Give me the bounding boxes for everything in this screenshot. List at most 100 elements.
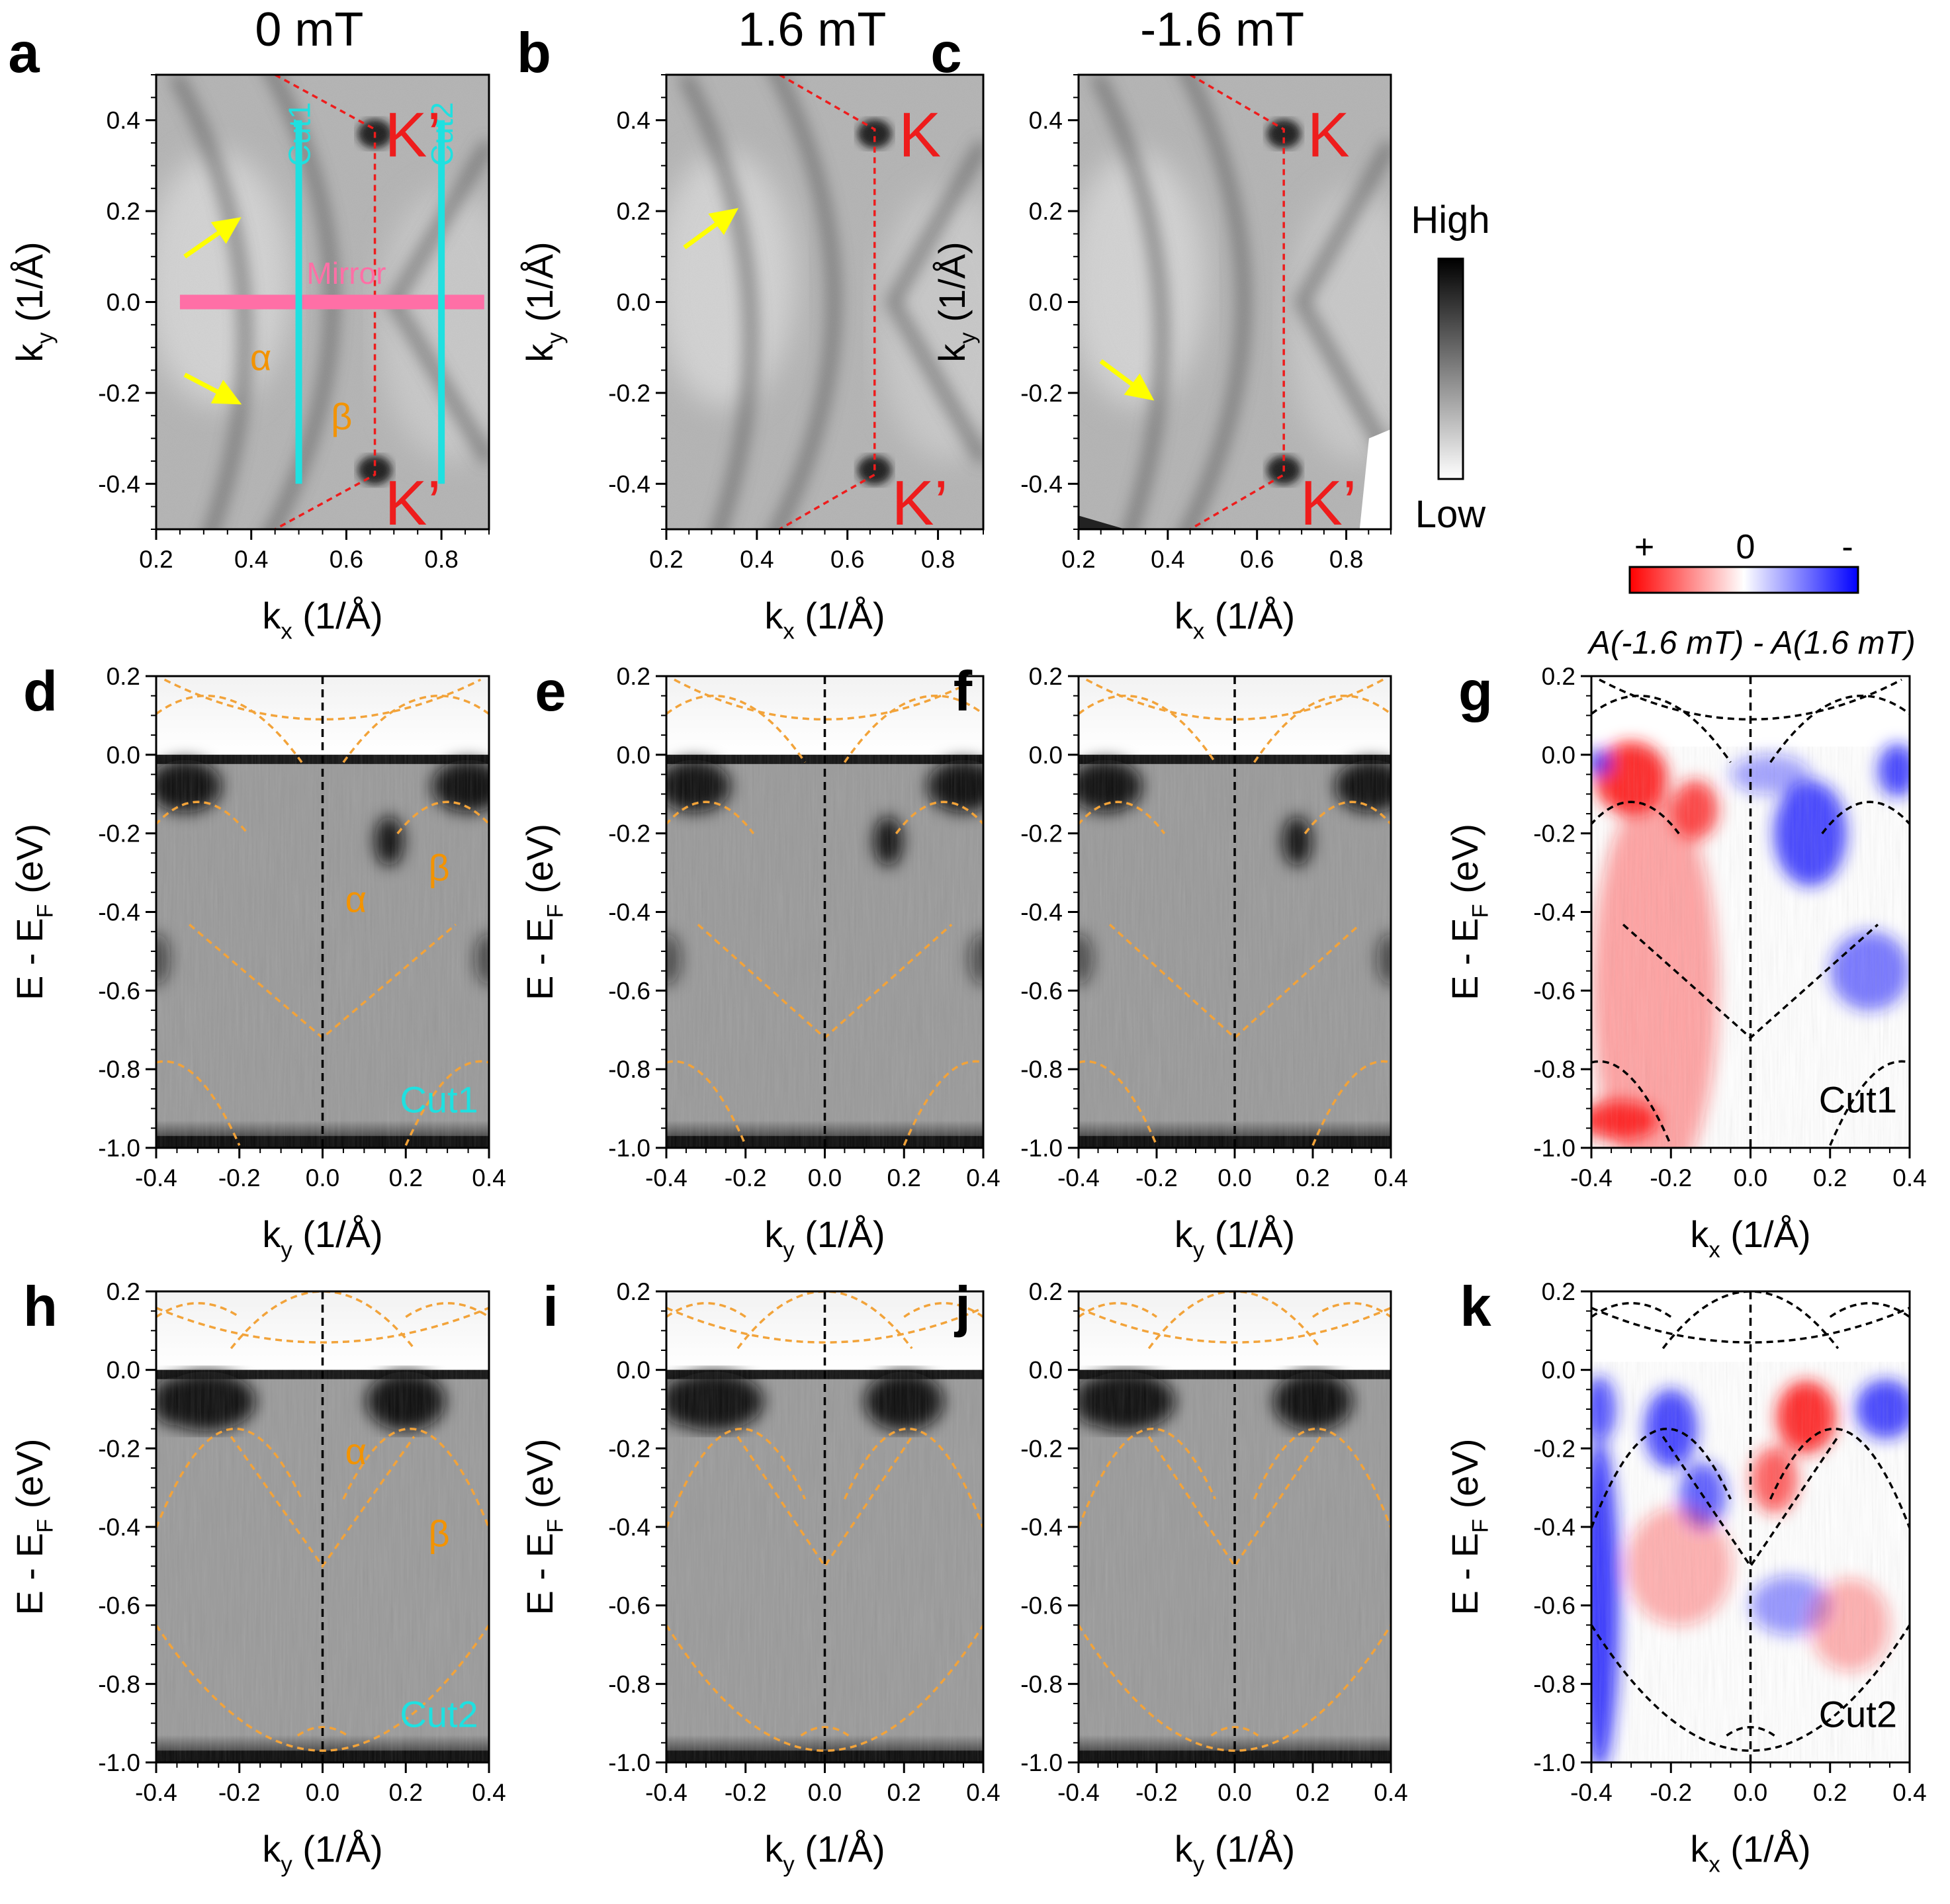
x-axis-label: kx (1/Å)	[1174, 595, 1295, 644]
x-axis-label: ky (1/Å)	[262, 1213, 382, 1263]
y-tick-label: -0.4	[98, 1514, 140, 1541]
band-guide	[1079, 1307, 1391, 1344]
colorbar-gradient	[1437, 257, 1464, 480]
missing-data-region	[1359, 429, 1391, 529]
colorbar-zero-label: 0	[1736, 528, 1755, 566]
panel-letter: e	[535, 660, 566, 723]
k-point-label: K	[899, 100, 941, 171]
band-guide	[843, 1427, 983, 1529]
x-tick-label: 0.6	[330, 546, 363, 573]
y-tick-label: 0.2	[1029, 1278, 1063, 1305]
x-axis-label: kx (1/Å)	[1690, 1213, 1810, 1263]
yellow-arrow-icon	[1099, 359, 1155, 401]
band-guide	[405, 1302, 489, 1319]
y-tick-label: -0.2	[608, 820, 650, 847]
x-tick-label: -0.4	[135, 1779, 177, 1806]
band-guide	[156, 1624, 489, 1752]
panel-letter: h	[23, 1276, 58, 1338]
x-axis: -0.4 -0.2 0.0 0.2 0.4	[1570, 1762, 1927, 1806]
band-guide	[156, 1060, 241, 1147]
y-tick-label: 0.0	[107, 289, 140, 316]
y-tick-label: -0.2	[1533, 1435, 1575, 1462]
band-guide	[1821, 801, 1910, 835]
y-tick-label: 0.0	[617, 742, 650, 769]
panel-letter: k	[1460, 1276, 1491, 1338]
y-tick-label: 0.4	[107, 107, 140, 134]
band-guide	[895, 801, 983, 835]
y-tick-label: 0.2	[107, 198, 140, 225]
y-tick-label: -0.6	[1020, 977, 1063, 1004]
x-tick-label: -0.2	[1135, 1779, 1178, 1806]
above-fermi-level	[156, 676, 489, 755]
y-tick-label: -0.4	[98, 899, 140, 926]
cut-image	[156, 1291, 489, 1762]
cut-image	[666, 676, 983, 1148]
y-tick-label: -0.6	[98, 1592, 140, 1620]
y-axis-label: E - EF (eV)	[9, 824, 58, 1000]
band-guide	[1079, 694, 1216, 763]
band-guide	[1304, 801, 1391, 835]
panel-letter: d	[23, 660, 58, 723]
band-guide-curves	[666, 1291, 983, 1752]
y-tick-label: -0.6	[1533, 1592, 1575, 1620]
panel-letter: b	[517, 22, 551, 85]
x-axis-label: kx (1/Å)	[764, 595, 885, 644]
x-axis: 0.2 0.4 0.6 0.8	[139, 529, 490, 573]
panel-letter: f	[953, 660, 973, 723]
y-axis: 0.2 0.0 -0.2 -0.4 -0.6 -0.8 -1.0	[98, 663, 156, 1162]
brillouin-zone-boundary	[1189, 73, 1285, 531]
x-tick-label: 0.0	[808, 1164, 842, 1191]
y-tick-label: -0.4	[1020, 1514, 1063, 1541]
cut-image	[1079, 676, 1391, 1148]
y-tick-label: -1.0	[1533, 1749, 1575, 1776]
y-tick-label: 0.2	[107, 1278, 140, 1305]
x-tick-label: 0.2	[139, 546, 173, 573]
yellow-arrow-icon	[183, 217, 242, 259]
x-tick-label: 0.4	[1374, 1164, 1407, 1191]
panel-k: Cut2 -0.4 -0.2 0.0 0.2 0.4 0.2 0.0 -0.2 -0.4 -0.6 -…	[1444, 1276, 1927, 1878]
y-axis-label: E - EF (eV)	[1444, 1438, 1493, 1615]
x-axis: -0.4 -0.2 0.0 0.2 0.4	[1570, 1148, 1927, 1191]
band-guide	[1253, 694, 1391, 763]
y-tick-label: -0.2	[1020, 820, 1063, 847]
y-tick-label: 0.2	[107, 663, 140, 690]
cut-image	[666, 1291, 983, 1762]
x-tick-label: -0.4	[1570, 1164, 1613, 1191]
x-tick-label: 0.0	[1218, 1779, 1251, 1806]
y-axis: 0.4 0.2 0.0 -0.2 -0.4	[98, 74, 156, 530]
y-tick-label: 0.0	[1542, 1357, 1575, 1384]
y-tick-label: -1.0	[608, 1749, 650, 1776]
k-point-label: K’	[384, 100, 441, 171]
x-tick-label: 0.0	[1734, 1164, 1767, 1191]
y-tick-label: -0.2	[98, 820, 140, 847]
x-axis-label: ky (1/Å)	[1174, 1213, 1295, 1263]
colorbar-plus-label: +	[1634, 528, 1654, 566]
x-tick-label: -0.2	[1650, 1164, 1692, 1191]
x-tick-label: 0.0	[1218, 1164, 1251, 1191]
x-axis-label: ky (1/Å)	[764, 1828, 885, 1878]
y-tick-label: -1.0	[98, 1749, 140, 1776]
panel-j: -0.4 -0.2 0.0 0.2 0.4 0.2 0.0 -0.2 -0.4 -0.6 -0.8 -…	[953, 1276, 1408, 1878]
band-guide	[163, 678, 482, 721]
y-tick-label: -0.8	[98, 1056, 140, 1083]
x-tick-label: -0.4	[135, 1164, 177, 1191]
band-guide	[736, 1291, 913, 1350]
brillouin-zone-boundary	[779, 73, 876, 531]
y-tick-label: -1.0	[1533, 1135, 1575, 1162]
band-guide	[1829, 1302, 1910, 1319]
band-guide	[1662, 1436, 1839, 1569]
panel-e: -0.4 -0.2 0.0 0.2 0.4 0.2 0.0 -0.2 -0.4 -0.6 -0.8 -…	[519, 660, 1000, 1263]
y-tick-label: 0.2	[617, 663, 650, 690]
cut-label: Cut1	[400, 1079, 478, 1121]
x-tick-label: 0.2	[1296, 1164, 1329, 1191]
y-tick-label: -1.0	[1020, 1135, 1063, 1162]
y-tick-label: -0.4	[1533, 899, 1575, 926]
band-guide-curves	[1079, 1291, 1391, 1752]
x-tick-label: 0.2	[1813, 1164, 1847, 1191]
y-tick-label: 0.0	[617, 289, 650, 316]
band-guide	[736, 1436, 913, 1569]
x-tick-label: -0.2	[1135, 1164, 1178, 1191]
noise	[1079, 754, 1391, 1148]
y-tick-label: -0.8	[1533, 1670, 1575, 1698]
y-tick-label: -0.2	[608, 1435, 650, 1462]
